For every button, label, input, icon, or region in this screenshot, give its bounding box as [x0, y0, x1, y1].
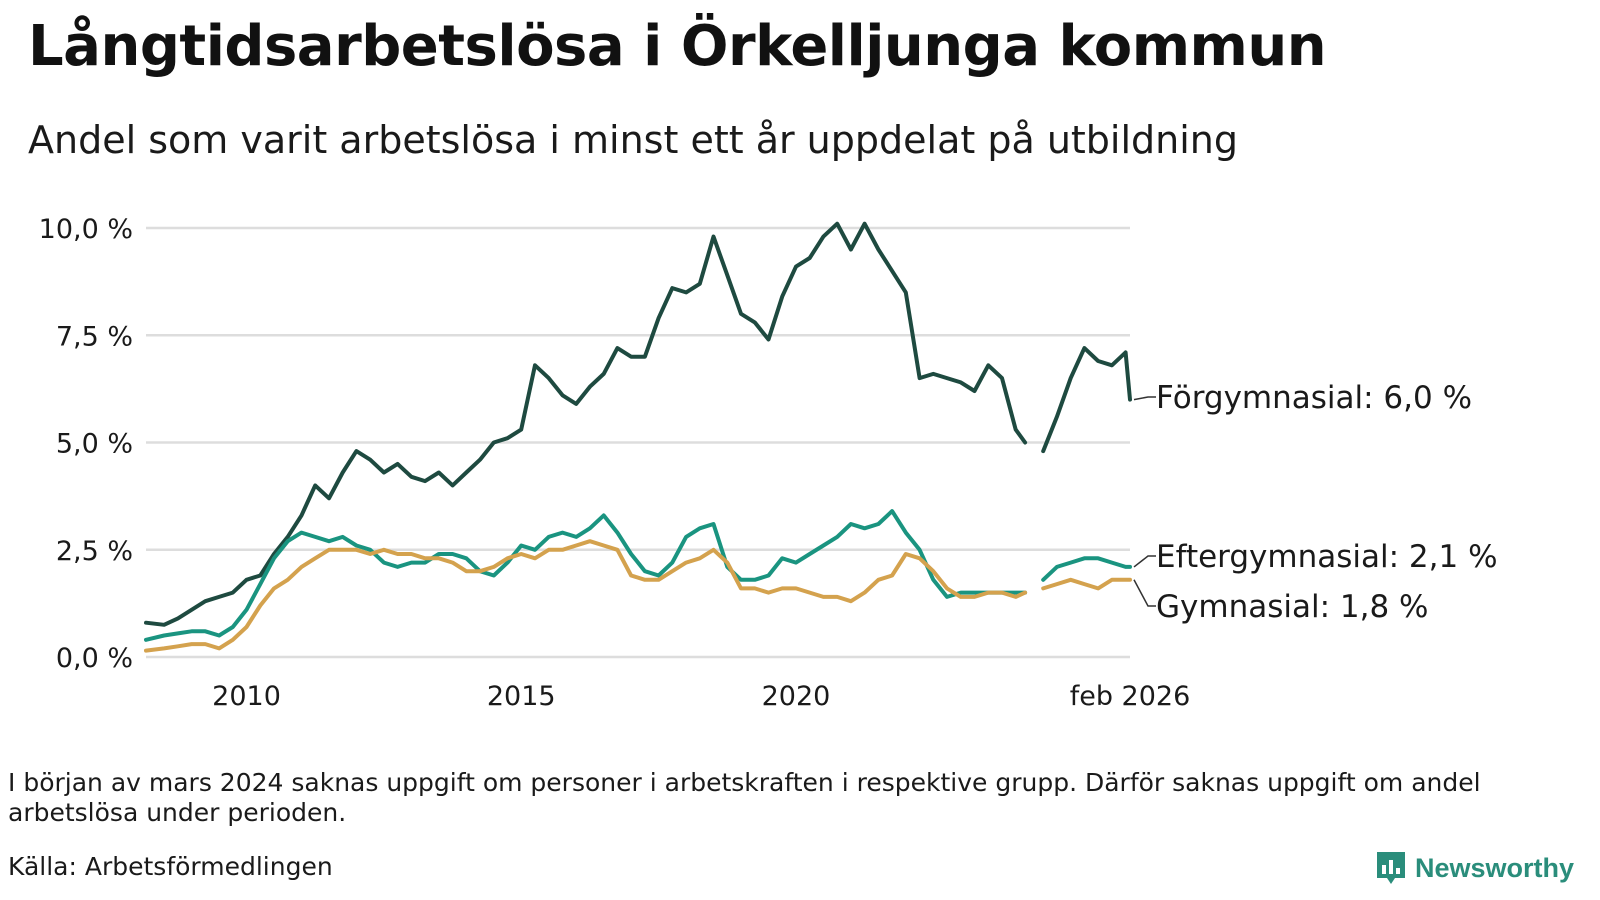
series-line-förgymnasial — [144, 221, 1028, 627]
brand-name: Newsworthy — [1415, 852, 1575, 883]
series-line-eftergymnasial — [144, 509, 1028, 642]
y-tick-label: 7,5 % — [56, 321, 133, 352]
x-tick-label: 2020 — [762, 681, 831, 712]
y-tick-label: 5,0 % — [56, 429, 133, 460]
y-tick-label: 10,0 % — [39, 214, 133, 245]
chart-subtitle: Andel som varit arbetslösa i minst ett å… — [28, 118, 1239, 162]
series-end-label: Gymnasial: 1,8 % — [1156, 589, 1429, 625]
y-axis-ticks: 0,0 % 2,5 % 5,0 % 7,5 % 10,0 % — [39, 214, 133, 674]
series-end-labels: Förgymnasial: 6,0 % Eftergymnasial: 2,1 %… — [1133, 380, 1498, 625]
footnote: I början av mars 2024 saknas uppgift om … — [8, 768, 1481, 827]
series-line-eftergymnasial — [1041, 556, 1132, 582]
series-line-gymnasial — [1041, 577, 1132, 591]
series-end-label: Eftergymnasial: 2,1 % — [1156, 539, 1498, 575]
series-line-gymnasial — [144, 539, 1028, 653]
x-tick-label: feb 2026 — [1070, 681, 1191, 712]
leader-line — [1133, 396, 1156, 401]
x-tick-label: 2010 — [212, 681, 281, 712]
leader-line — [1133, 555, 1156, 568]
newsworthy-logo-icon — [1377, 852, 1405, 884]
x-axis-ticks: 2010 2015 2020 feb 2026 — [212, 681, 1190, 712]
leader-line — [1133, 579, 1156, 607]
y-tick-label: 2,5 % — [56, 536, 133, 567]
y-tick-label: 0,0 % — [56, 643, 133, 674]
chart-title: Långtidsarbetslösa i Örkelljunga kommun — [28, 14, 1327, 79]
line-chart: 0,0 % 2,5 % 5,0 % 7,5 % 10,0 % 2010 2015 2020 f… — [39, 214, 1498, 712]
series-line-förgymnasial — [1041, 346, 1132, 454]
x-tick-label: 2015 — [487, 681, 556, 712]
source-text: Källa: Arbetsförmedlingen — [8, 852, 333, 881]
series-end-label: Förgymnasial: 6,0 % — [1156, 380, 1472, 416]
gridlines — [146, 226, 1130, 659]
series-lines — [144, 221, 1132, 653]
brand-logo[interactable]: Newsworthy — [1375, 848, 1574, 888]
